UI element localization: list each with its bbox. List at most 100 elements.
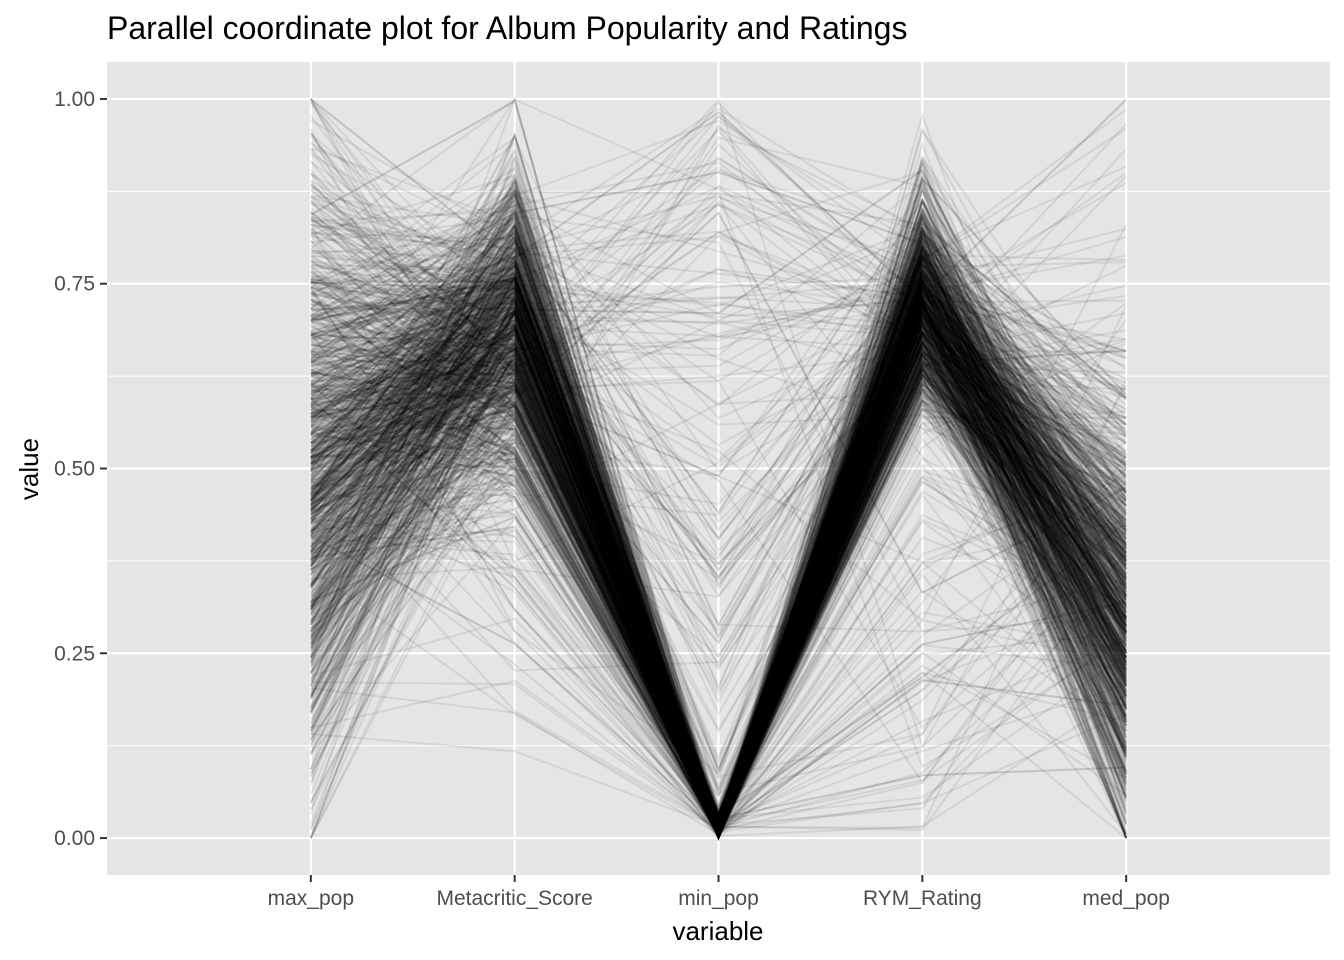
profile-line	[310, 256, 1128, 830]
profile-line	[309, 119, 1128, 712]
profile-line	[310, 313, 1127, 835]
profile-line	[310, 355, 1128, 824]
profile-line	[310, 272, 1128, 778]
profile-line	[310, 306, 1128, 837]
profile-line	[310, 310, 1128, 837]
profile-line	[310, 477, 1127, 820]
profile-line	[310, 224, 1128, 771]
profile-line	[310, 250, 1128, 838]
profile-line	[310, 272, 1128, 722]
profile-line	[310, 319, 1128, 840]
profile-line	[310, 306, 1128, 836]
profile-line	[309, 128, 1128, 830]
profile-line	[309, 215, 1128, 828]
profile-line	[310, 98, 1127, 838]
profile-line	[310, 269, 1127, 840]
profile-line	[310, 128, 1128, 839]
profile-line	[309, 308, 1128, 833]
profile-line	[309, 212, 1128, 838]
profile-line	[310, 326, 1127, 839]
profile-line	[310, 230, 1128, 829]
profile-line	[310, 310, 1128, 840]
profile-line	[310, 305, 1127, 824]
profile-line	[310, 228, 1128, 831]
profile-line	[310, 335, 1128, 839]
profile-line	[310, 203, 1128, 593]
profile-line	[310, 240, 1128, 836]
profile-line	[310, 234, 1128, 835]
profile-line	[310, 210, 1127, 836]
profile-line	[309, 271, 1128, 839]
profile-line	[310, 296, 1128, 831]
profile-line	[310, 133, 1127, 840]
profile-line	[310, 318, 1127, 830]
profile-line	[310, 280, 1128, 831]
profile-line	[309, 197, 1128, 831]
profile-line	[310, 264, 1127, 837]
profile-line	[309, 229, 1128, 841]
profile-line	[309, 301, 1128, 831]
profile-line	[309, 259, 1128, 834]
profile-line	[310, 198, 1128, 837]
profile-line	[309, 132, 1127, 833]
profile-line	[310, 280, 1127, 841]
profile-line	[309, 178, 1128, 832]
profile-line	[310, 239, 1128, 840]
profile-line	[310, 278, 1127, 669]
profile-line	[310, 353, 1127, 816]
profile-line	[309, 221, 1128, 818]
profile-line	[310, 286, 1128, 837]
profile-line	[309, 225, 1128, 825]
profile-line	[309, 260, 1128, 836]
profile-line	[310, 202, 1127, 841]
profile-line	[309, 96, 1128, 839]
profile-line	[310, 267, 1127, 576]
profile-line	[309, 233, 1128, 840]
profile-line	[310, 275, 1127, 837]
profile-line	[310, 304, 1128, 840]
profile-line	[309, 181, 1128, 828]
profile-line	[310, 268, 1128, 834]
profile-line	[310, 225, 1128, 839]
profile-line	[310, 220, 1128, 834]
profile-line	[310, 289, 1128, 831]
profile-line	[310, 298, 1128, 839]
profile-line	[309, 202, 1127, 838]
profile-line	[309, 271, 1128, 838]
profile-line	[309, 181, 1127, 839]
profile-line	[310, 304, 1127, 831]
profile-line	[309, 229, 1127, 794]
profile-line	[310, 287, 1128, 828]
profile-line	[310, 262, 1128, 833]
profile-line	[310, 179, 1127, 834]
profile-line	[309, 273, 1127, 840]
profile-line	[309, 331, 1127, 827]
profile-line	[309, 198, 1127, 639]
profile-line	[310, 286, 1128, 826]
profile-line	[310, 235, 1127, 841]
profile-line	[310, 312, 1128, 835]
profile-line	[310, 318, 1127, 628]
profile-line	[309, 293, 1128, 833]
profile-line	[309, 298, 1128, 704]
profile-line	[310, 258, 1128, 826]
profile-line	[310, 294, 1127, 831]
profile-line	[310, 224, 1128, 833]
profile-line	[309, 209, 1128, 837]
profile-line	[310, 194, 1128, 603]
profile-line	[310, 277, 1128, 824]
profile-line	[310, 170, 1128, 577]
profile-line	[310, 296, 1128, 835]
profile-line	[309, 168, 1128, 839]
profile-line	[310, 98, 1127, 838]
profile-line	[310, 258, 1128, 833]
profile-line	[310, 239, 1128, 839]
profile-line	[310, 311, 1128, 825]
profile-line	[309, 179, 1127, 828]
profile-line	[309, 273, 1128, 841]
profile-line	[310, 251, 1128, 835]
profile-line	[310, 326, 1127, 839]
profile-line	[310, 334, 1128, 826]
profile-line	[309, 305, 1128, 825]
profile-line	[310, 233, 1127, 829]
